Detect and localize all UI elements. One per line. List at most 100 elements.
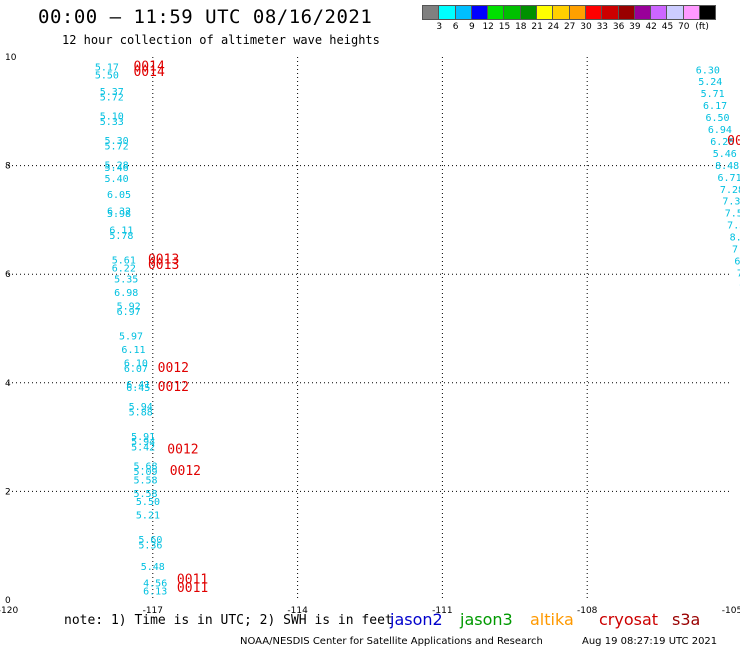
color-scale-label: 30: [580, 22, 592, 32]
color-scale-label: 27: [563, 22, 576, 32]
swh-label: 6.17: [703, 101, 727, 112]
swh-label: 5.58: [133, 475, 157, 486]
swh-label: 5.33: [100, 117, 124, 128]
swh-label: 6.10: [124, 359, 148, 370]
swh-label: 6.28: [710, 137, 734, 148]
pass-label: 0014: [727, 134, 740, 149]
x-tick-label: -114: [287, 606, 308, 616]
swh-label: 5.36: [138, 540, 162, 551]
pass-label: 0013: [148, 252, 179, 267]
swh-label: 7.33: [727, 221, 740, 232]
page-subtitle: 12 hour collection of altimeter wave hei…: [62, 33, 380, 47]
color-scale-label: 6: [452, 22, 459, 32]
swh-label: 6.50: [705, 113, 729, 124]
swh-label: 6.65: [734, 256, 740, 267]
swh-label: 5.72: [100, 92, 124, 103]
color-scale-label: 12: [482, 22, 494, 32]
pass-label: 0012: [158, 380, 189, 395]
pass-label: 0012: [170, 464, 201, 479]
swh-label: 5.17: [95, 63, 119, 74]
pass-label: 0011: [177, 573, 208, 588]
swh-label: 5.92: [117, 301, 141, 312]
swh-label: 6.22: [112, 263, 136, 274]
swh-label: 6.13: [143, 587, 167, 598]
swh-label: 5.61: [112, 255, 136, 266]
color-scale-labels: 3 6 9 12 15 18 21 24 27 30 33 36 39 42 45 70 (ft): [423, 22, 733, 34]
swh-label: 5.10: [100, 111, 124, 122]
swh-label: 5.48: [141, 562, 165, 573]
swh-label: 7.56: [725, 209, 740, 220]
x-tick-label: -117: [143, 606, 163, 616]
legend-cryosat: cryosat: [599, 610, 659, 629]
color-scale-label: 3: [436, 22, 443, 32]
swh-label: 5.40: [105, 174, 129, 185]
x-tick-label: -111: [432, 606, 452, 616]
y-tick-label: 2: [5, 487, 11, 497]
swh-label: 5.58: [133, 489, 157, 500]
pass-label: 0011: [177, 581, 208, 596]
pass-label: 0012: [158, 361, 189, 376]
swh-label: 6.97: [117, 307, 141, 318]
swh-label: 7.02: [737, 268, 740, 279]
generated-timestamp: Aug 19 08:27:19 UTC 2021: [582, 636, 718, 647]
y-tick-label: 10: [5, 53, 17, 63]
color-scale-label: 24: [547, 22, 560, 32]
pass-label: 0012: [167, 442, 198, 457]
swh-label: 7.37: [722, 197, 740, 208]
pass-label: 0013: [148, 258, 179, 273]
color-scale-label: 45: [661, 22, 674, 32]
swh-label: 5.09: [133, 467, 157, 478]
swh-label: 6.32: [107, 206, 131, 217]
swh-label: 8.48: [715, 161, 739, 172]
y-tick-label: 6: [5, 270, 11, 280]
swh-label: 7.28: [720, 185, 740, 196]
swh-label: 5.30: [105, 136, 129, 147]
legend-jason2: jason2: [390, 610, 443, 629]
x-tick-label: -120: [0, 606, 18, 616]
swh-label: 5.98: [107, 209, 131, 220]
swh-label: 8.03: [730, 233, 740, 244]
color-scale-label: (ft): [695, 22, 709, 32]
swh-label: 5.42: [131, 443, 155, 454]
swh-label: 6.11: [109, 225, 133, 236]
color-scale-label: 42: [645, 22, 657, 32]
color-scale-label: 21: [531, 22, 543, 32]
color-scale-label: 9: [469, 22, 475, 32]
swh-label: 4.56: [143, 578, 167, 589]
pass-label: 0014: [133, 65, 164, 80]
color-scale-label: 70: [678, 22, 690, 32]
y-tick-label: 8: [5, 162, 11, 172]
swh-label: 6.11: [121, 345, 145, 356]
color-scale-label: 33: [596, 22, 609, 32]
pass-label: 0014: [133, 60, 164, 75]
color-scale-bar: [422, 5, 717, 20]
swh-label: 6.07: [124, 364, 148, 375]
swh-label: 5.21: [136, 511, 160, 522]
swh-label: 5.24: [698, 77, 722, 88]
swh-label: 5.50: [136, 497, 160, 508]
color-scale-label: 39: [629, 22, 641, 32]
color-swatch: [699, 5, 717, 20]
swh-label: 6.41: [126, 380, 150, 391]
swh-label: 6.71: [718, 173, 740, 184]
legend-jason3: jason3: [460, 610, 513, 629]
swh-label: 5.50: [95, 71, 119, 82]
swh-label: 5.88: [129, 407, 153, 418]
swh-label: 5.37: [100, 87, 124, 98]
swh-label: 5.72: [105, 141, 129, 152]
swh-label: 5.28: [105, 160, 129, 171]
swh-label: 7.98: [732, 244, 740, 255]
swh-label: 5.46: [713, 149, 737, 160]
swh-label: 5.71: [701, 89, 725, 100]
swh-label: 5.46: [105, 163, 129, 174]
x-tick-label: -105: [722, 606, 740, 616]
swh-label: 6.30: [696, 65, 720, 76]
swh-label: 6.05: [107, 190, 131, 201]
swh-label: 6.45: [126, 383, 150, 394]
swh-label: 5.94: [131, 437, 155, 448]
swh-label: 5.91: [131, 432, 155, 443]
swh-label: 5.68: [133, 462, 157, 473]
swh-label: 6.94: [708, 125, 732, 136]
y-tick-label: 0: [5, 596, 11, 606]
swh-label: 5.94: [129, 402, 153, 413]
